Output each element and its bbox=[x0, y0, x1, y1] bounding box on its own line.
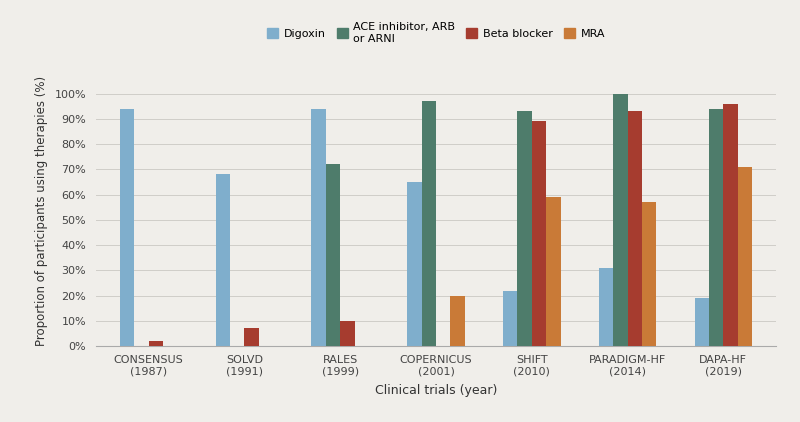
Bar bbox=[311, 109, 326, 346]
Bar bbox=[532, 122, 546, 346]
Bar bbox=[422, 101, 436, 346]
Bar bbox=[613, 94, 627, 346]
Bar bbox=[694, 298, 709, 346]
Bar bbox=[642, 202, 656, 346]
X-axis label: Clinical trials (year): Clinical trials (year) bbox=[375, 384, 497, 397]
Legend: Digoxin, ACE inhibitor, ARB
or ARNI, Beta blocker, MRA: Digoxin, ACE inhibitor, ARB or ARNI, Bet… bbox=[267, 22, 605, 44]
Bar bbox=[738, 167, 752, 346]
Bar bbox=[340, 321, 354, 346]
Bar bbox=[503, 290, 518, 346]
Bar bbox=[709, 109, 723, 346]
Bar bbox=[245, 328, 259, 346]
Bar bbox=[120, 109, 134, 346]
Bar bbox=[149, 341, 163, 346]
Bar bbox=[546, 197, 561, 346]
Bar bbox=[326, 164, 340, 346]
Bar bbox=[599, 268, 613, 346]
Bar bbox=[627, 111, 642, 346]
Bar bbox=[723, 104, 738, 346]
Bar bbox=[518, 111, 532, 346]
Bar bbox=[450, 295, 465, 346]
Bar bbox=[216, 174, 230, 346]
Y-axis label: Proportion of participants using therapies (%): Proportion of participants using therapi… bbox=[34, 76, 48, 346]
Bar bbox=[407, 182, 422, 346]
